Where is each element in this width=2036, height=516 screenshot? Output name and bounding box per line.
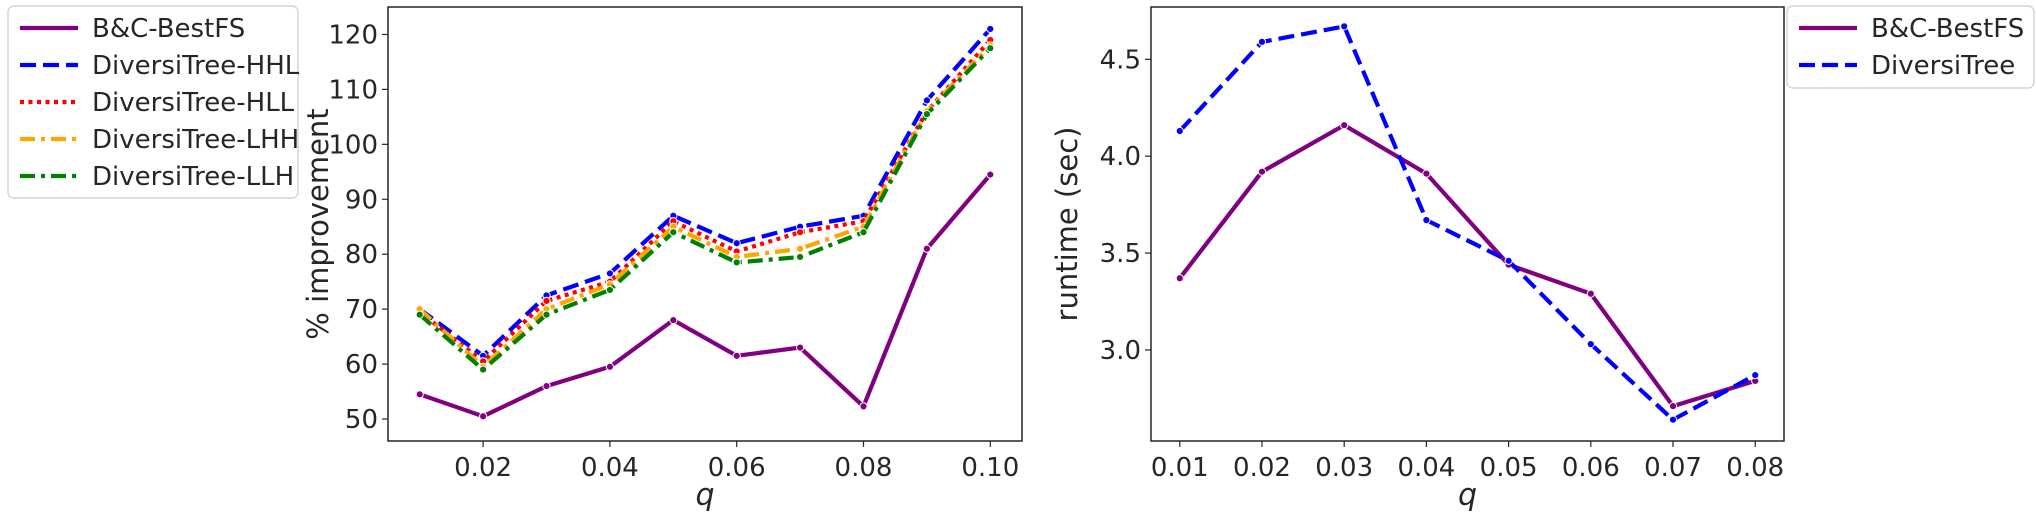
data-point — [542, 381, 551, 391]
x-tick-label: 0.02 — [454, 453, 512, 483]
series-line-5 — [418, 46, 992, 372]
data-point — [732, 239, 741, 248]
plot-frame — [1150, 6, 1785, 442]
series-line-1 — [1178, 123, 1756, 409]
data-point — [1175, 274, 1184, 283]
legend-label: DiversiTree — [1871, 51, 2015, 81]
data-point — [1504, 256, 1513, 265]
x-tick-label: 0.07 — [1644, 453, 1702, 483]
x-axis-label: q — [695, 478, 714, 512]
x-tick-label: 0.06 — [1562, 453, 1620, 483]
data-point — [1340, 22, 1349, 31]
y-tick-label: 70 — [345, 295, 378, 325]
series-line-3 — [418, 38, 992, 364]
legend: B&C-BestFS DiversiTree-HHL DiversiTree-HLL… — [7, 5, 300, 199]
data-point — [796, 343, 805, 352]
legend-label: DiversiTree-LHH — [92, 125, 299, 155]
y-tick-label: 50 — [345, 405, 378, 435]
y-tick-label: 3.5 — [1100, 239, 1141, 269]
y-tick-label: 110 — [328, 75, 378, 105]
data-point — [1422, 169, 1431, 178]
legend: B&C-BestFS DiversiTree — [1786, 5, 2035, 89]
data-point — [922, 244, 932, 253]
legend-label: DiversiTree-LLH — [92, 162, 294, 192]
data-point — [859, 228, 868, 237]
data-point — [1422, 216, 1431, 225]
y-tick-label: 4.5 — [1100, 45, 1141, 75]
data-point — [605, 285, 615, 295]
data-point — [922, 110, 932, 119]
x-tick-label: 0.08 — [835, 453, 893, 483]
x-tick-label: 0.05 — [1480, 453, 1538, 483]
y-tick-label: 4.0 — [1100, 142, 1141, 172]
data-point — [732, 258, 741, 267]
data-point — [479, 412, 488, 421]
data-point — [796, 244, 805, 253]
data-point — [605, 362, 615, 371]
data-point — [669, 228, 678, 237]
x-tick-label: 0.10 — [961, 453, 1019, 483]
data-point — [986, 170, 995, 179]
y-tick-label: 120 — [328, 20, 378, 50]
series-line-4 — [418, 44, 992, 369]
x-tick-label: 0.02 — [1233, 453, 1291, 483]
data-point — [1586, 289, 1595, 298]
data-point — [542, 296, 551, 306]
data-point — [1175, 126, 1184, 136]
legend-label: DiversiTree-HHL — [92, 51, 300, 81]
x-tick-label: 0.08 — [1726, 453, 1784, 483]
legend-box — [7, 5, 299, 199]
legend-label: DiversiTree-HLL — [92, 88, 295, 118]
y-tick-label: 60 — [345, 350, 378, 380]
data-point — [922, 96, 932, 105]
chart-2: 0.01 0.02 0.03 0.04 0.05 0.06 0.07 0.08 3.0 3.5 4.… — [1050, 5, 2035, 513]
plot-frame — [387, 6, 1023, 442]
data-point — [986, 24, 995, 34]
data-point — [1586, 340, 1595, 349]
y-tick-label: 100 — [328, 130, 378, 160]
data-point — [605, 269, 615, 278]
chart-1: 0.02 0.04 0.06 0.08 0.10 50 60 70 80 90 100 110 120 q… — [7, 5, 1023, 513]
data-point — [1751, 371, 1760, 380]
y-tick-label: 80 — [345, 240, 378, 270]
x-tick-label: 0.03 — [1315, 453, 1373, 483]
data-point — [415, 310, 424, 319]
x-tick-label: 0.04 — [581, 453, 639, 483]
data-point — [859, 402, 868, 411]
x-tick-label: 0.01 — [1151, 453, 1209, 483]
data-point — [1668, 402, 1678, 411]
y-axis-label: % improvement — [301, 108, 335, 339]
data-point — [986, 44, 995, 53]
data-point — [1257, 37, 1267, 46]
data-point — [479, 365, 488, 374]
series-line-2 — [418, 27, 992, 358]
data-point — [1257, 167, 1267, 176]
data-point — [796, 228, 805, 237]
data-point — [669, 316, 678, 325]
data-point — [542, 310, 551, 319]
x-tick-label: 0.06 — [708, 453, 766, 483]
series-line-2 — [1178, 24, 1757, 422]
data-point — [732, 351, 741, 360]
data-point — [796, 252, 805, 262]
y-axis-label: runtime (sec) — [1050, 127, 1084, 322]
x-tick-label: 0.04 — [1397, 453, 1455, 483]
legend-label: B&C-BestFS — [1871, 14, 2024, 44]
x-axis-label: q — [1458, 478, 1477, 512]
data-point — [415, 390, 424, 399]
y-tick-label: 90 — [345, 185, 378, 215]
data-point — [1668, 415, 1678, 424]
data-point — [1340, 121, 1349, 130]
series-line-1 — [419, 173, 992, 419]
legend-label: B&C-BestFS — [92, 14, 245, 44]
y-tick-label: 3.0 — [1100, 336, 1141, 366]
